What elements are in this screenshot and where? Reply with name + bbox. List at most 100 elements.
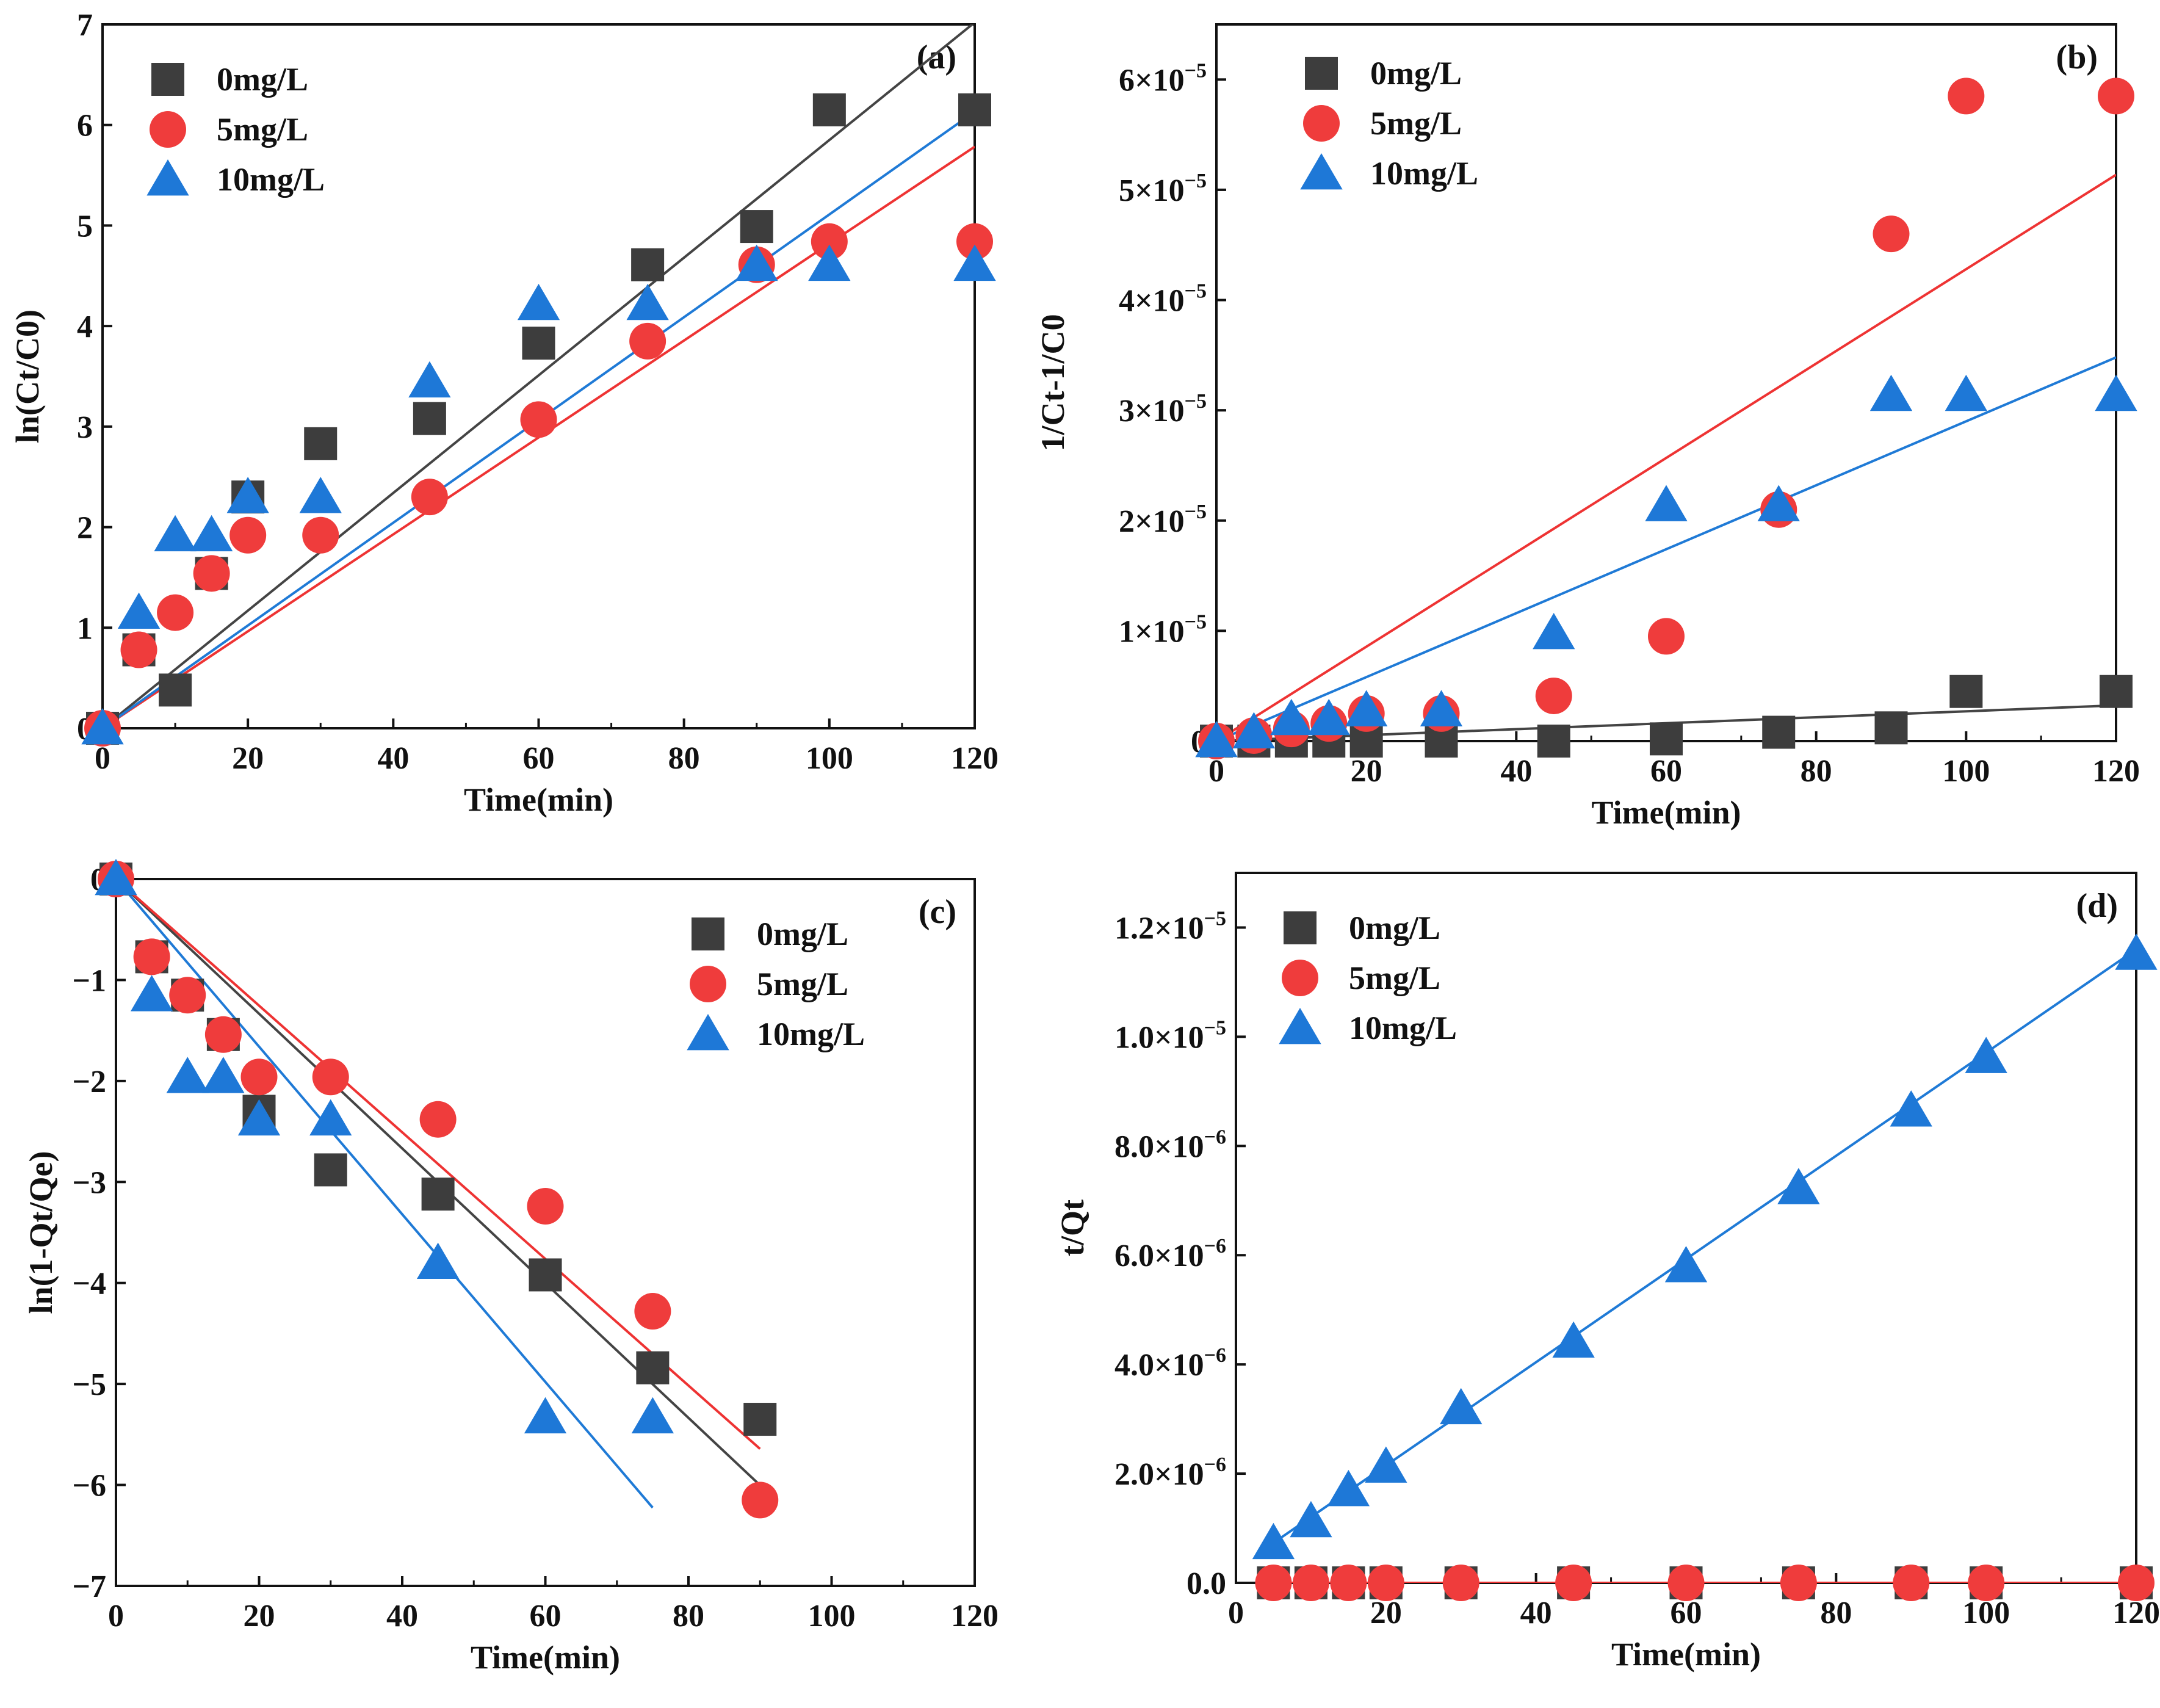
y-tick-label: −2 [72,1065,106,1099]
data-point [240,1058,278,1096]
data-point [314,1153,347,1187]
data-point [312,1058,349,1096]
x-tick-label: 60 [1650,754,1682,789]
data-point [154,515,197,552]
data-point [2095,374,2137,411]
data-point [411,479,448,516]
x-tick-label: 100 [1942,754,1990,789]
x-tick-label: 0 [108,1599,124,1634]
x-tick-label: 120 [2092,754,2140,789]
data-point [1874,711,1908,745]
x-tick-label: 80 [1820,1596,1852,1630]
data-point [226,477,269,513]
legend-label: 10mg/L [757,1016,865,1052]
y-tick-label: −5 [72,1367,106,1402]
chart-panel-4: 0 20 40 60 80 100 120 0.0 2.0×10−6 4.0×10−6 6.0×10… [1054,872,2160,1673]
legend-marker [1305,57,1338,90]
y-axis-label: ln(Ct/C0) [9,309,46,443]
x-tick-label: 20 [232,741,264,776]
legend-label: 0mg/L [1370,55,1462,92]
series-10mg-per-L [1195,374,2137,758]
y-tick-label: 2 [77,511,93,546]
data-point [1890,1090,1932,1127]
data-point [408,361,451,398]
data-point [2118,1565,2155,1601]
y-tick-label: 1.0×10−5 [1114,1016,1226,1055]
x-tick-label: 20 [1370,1596,1402,1630]
x-tick-label: 60 [523,741,555,776]
x-tick-label: 100 [1962,1596,2010,1630]
data-point [133,938,170,975]
y-axis-label: t/Qt [1054,1200,1091,1256]
data-point [1440,1388,1483,1425]
data-point [1535,677,1572,714]
data-point [1367,1565,1404,1601]
data-point [1533,612,1575,650]
legend-label: 0mg/L [757,916,848,952]
legend-label: 5mg/L [1370,105,1462,142]
legend-label: 10mg/L [217,161,325,198]
y-tick-label: 3×10−5 [1119,390,1207,429]
data-point [631,248,665,281]
data-point [522,327,555,360]
data-point [1869,374,1913,411]
series-5mg-per-L [1255,1565,2155,1601]
data-point [1667,1565,1705,1601]
data-point [1365,1446,1407,1483]
y-tick-label: 6.0×10−6 [1114,1235,1226,1273]
legend-label: 5mg/L [1349,960,1440,996]
data-point [95,859,137,896]
legend-label: 5mg/L [217,111,308,148]
data-point [1664,1246,1708,1283]
data-point [299,477,342,513]
data-point [1948,78,1985,115]
y-tick-label: 6×10−5 [1119,59,1207,98]
series-10mg-per-L [1252,933,2158,1560]
series-10mg-per-L [95,859,674,1434]
data-point [626,283,669,320]
data-point [2098,78,2134,115]
fit-line [116,879,654,1509]
x-axis-label: Time(min) [471,1639,620,1676]
x-tick-label: 60 [530,1599,562,1634]
y-axis-label: ln(1-Qt/Qe) [23,1151,59,1314]
data-point [1762,715,1796,749]
y-tick-label: 2.0×10−6 [1114,1453,1226,1492]
legend-label: 0mg/L [217,61,308,98]
legend: 0mg/L 5mg/L 10mg/L [687,916,865,1052]
data-point [1327,1469,1370,1507]
x-tick-label: 120 [951,1599,999,1634]
legend-marker [146,159,189,196]
data-point [309,1099,352,1136]
y-tick-label: −7 [72,1569,106,1604]
data-point [159,673,192,707]
data-point [130,975,173,1011]
data-point [157,594,194,631]
data-point [1345,690,1388,726]
data-point [1968,1565,2005,1601]
x-tick-label: 120 [2112,1596,2160,1630]
y-tick-label: 6 [77,109,93,143]
legend-marker [687,1014,729,1051]
legend-label: 5mg/L [757,966,848,1002]
data-point [517,283,560,320]
x-tick-label: 0 [1208,754,1224,789]
x-axis-label: Time(min) [1592,794,1741,831]
x-tick-label: 80 [668,741,700,776]
data-point [1893,1565,1930,1601]
data-point [1232,712,1276,748]
y-tick-label: 3 [77,410,93,445]
data-point [735,244,778,281]
data-point [740,210,773,244]
y-tick-label: 1 [77,611,93,646]
y-tick-label: 5×10−5 [1119,170,1207,208]
data-point [237,1099,281,1136]
data-point [631,1397,674,1434]
data-point [742,1482,779,1519]
series-10mg-per-L [81,244,996,745]
data-point [202,1057,245,1093]
data-point [1420,690,1463,726]
chart-panel-1: 02040608010012001234567Time(min)ln(Ct/C0… [9,8,999,818]
data-point [808,244,851,281]
